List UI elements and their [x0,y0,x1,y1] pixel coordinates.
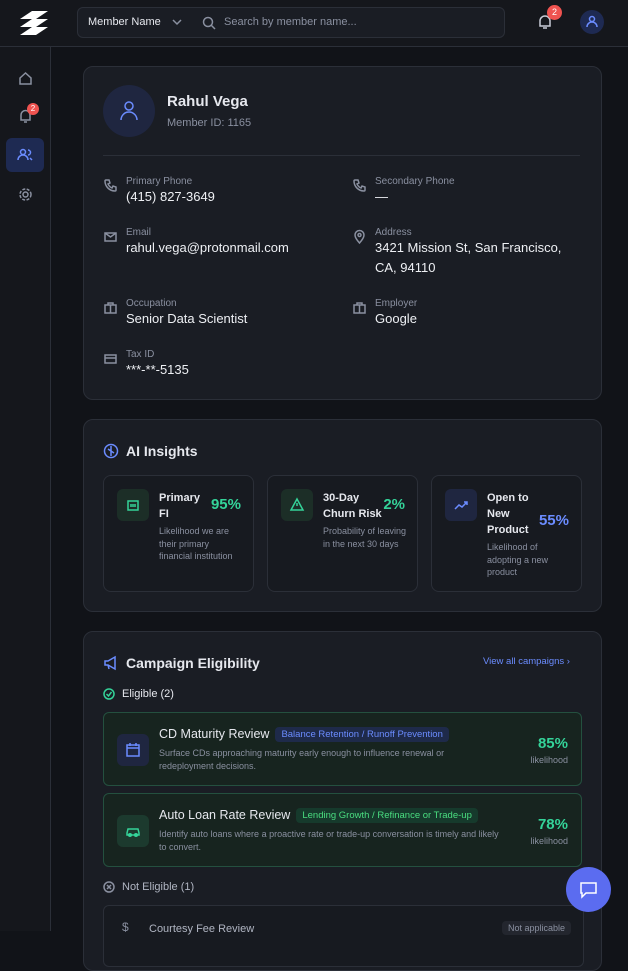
campaign-likelihood: 78% [537,816,568,833]
likelihood-label: likelihood [530,836,568,846]
campaign-title: Campaign Eligibility [126,655,260,671]
field-value: 3421 Mission St, San Francisco, CA, 9411… [375,240,562,275]
campaign-name: Auto Loan Rate Review [159,808,291,822]
not-eligible-title: Courtesy Fee Review [149,923,255,935]
field-icon [353,179,366,192]
insights-title: AI Insights [126,443,198,459]
insight-icon [281,489,313,521]
campaign-icon [117,734,149,766]
campaign-desc: Surface CDs approaching maturity early e… [159,748,445,771]
status-tag: Not applicable [501,921,571,935]
bell-icon[interactable] [537,14,553,30]
campaign-title: Auto Loan Rate Review Lending Growth / Re… [159,808,478,823]
dollar-icon: $ [122,920,129,934]
campaign-icon [117,815,149,847]
x-icon [103,881,115,893]
sidebar: 2 [0,47,51,931]
not-eligible-heading: Not Eligible (1) [122,881,195,893]
insight-value: 2% [383,496,405,513]
check-icon [103,688,115,700]
field-label: Occupation [126,298,177,309]
insight-title: Primary FI [159,492,200,520]
member-name: Rahul Vega [167,93,248,110]
field-value: rahul.vega@protonmail.com [126,240,289,255]
insight-desc: Probability of leaving in the next 30 da… [323,526,407,549]
view-all-text: View all campaigns [483,656,565,667]
user-avatar[interactable] [580,10,604,34]
megaphone-icon [104,655,116,671]
campaign-tag: Balance Retention / Runoff Prevention [275,727,449,742]
insight-value: 55% [538,512,569,529]
field-icon [353,302,366,314]
field-label: Tax ID [126,349,155,360]
insight-card[interactable]: Open to New Product 55% Likelihood of ad… [431,475,582,592]
settings-icon[interactable] [18,187,33,202]
field-value: ***-**-5135 [126,362,189,377]
likelihood-label: likelihood [530,755,568,765]
insight-value: 95% [210,496,241,513]
topbar: Member Name Search by member name... 2 [0,0,628,47]
not-eligible-item[interactable]: $ Courtesy Fee Review Not applicable [103,905,584,967]
field-icon [104,232,117,242]
insight-desc: Likelihood we are their primary financia… [159,526,233,561]
insight-card[interactable]: Primary FI 95% Likelihood we are their p… [103,475,254,592]
campaign-item[interactable]: CD Maturity Review Balance Retention / Ru… [103,712,582,786]
campaign-tag: Lending Growth / Refinance or Trade-up [296,808,478,823]
members-nav[interactable] [6,138,44,172]
field-label: Employer [375,298,418,309]
field-label: Secondary Phone [375,176,455,187]
campaign-title: CD Maturity Review Balance Retention / Ru… [159,727,449,742]
insight-title: Open to New Product [487,492,529,536]
search-input[interactable]: Search by member name... [193,7,505,38]
field-icon [354,229,365,244]
campaign-desc: Identify auto loans where a proactive ra… [159,829,499,852]
eligible-heading: Eligible (2) [122,688,174,700]
ai-icon [103,443,119,459]
divider [103,155,580,156]
field-icon [104,302,117,314]
field-label: Email [126,227,152,238]
field-value: Senior Data Scientist [126,311,248,326]
view-all-link[interactable]: View all campaigns › [483,656,570,667]
member-avatar [103,85,155,137]
search-placeholder: Search by member name... [224,16,357,28]
chat-button[interactable] [566,867,611,912]
campaign-item[interactable]: Auto Loan Rate Review Lending Growth / Re… [103,793,582,867]
field-label: Primary Phone [126,176,193,187]
field-label: Address [375,227,412,238]
insight-icon [117,489,149,521]
filter-dropdown[interactable]: Member Name [77,7,195,38]
logo[interactable] [18,9,50,37]
insight-title: 30-Day Churn Risk [323,492,382,520]
field-value: (415) 827-3649 [126,189,215,204]
field-icon [104,354,117,364]
insight-card[interactable]: 30-Day Churn Risk 2% Probability of leav… [267,475,418,592]
field-value: — [375,189,388,204]
field-value: Google [375,311,417,326]
notification-badge: 2 [547,5,562,20]
insight-desc: Likelihood of adopting a new product [487,542,549,577]
insight-icon [445,489,477,521]
home-icon[interactable] [18,71,33,86]
nav-badge: 2 [27,103,39,115]
member-card [83,66,602,400]
bell-nav-icon[interactable] [18,109,33,124]
campaign-name: CD Maturity Review [159,727,270,741]
filter-label: Member Name [88,16,161,28]
member-id: Member ID: 1165 [167,117,252,129]
field-icon [104,179,117,192]
campaign-likelihood: 85% [537,735,568,752]
